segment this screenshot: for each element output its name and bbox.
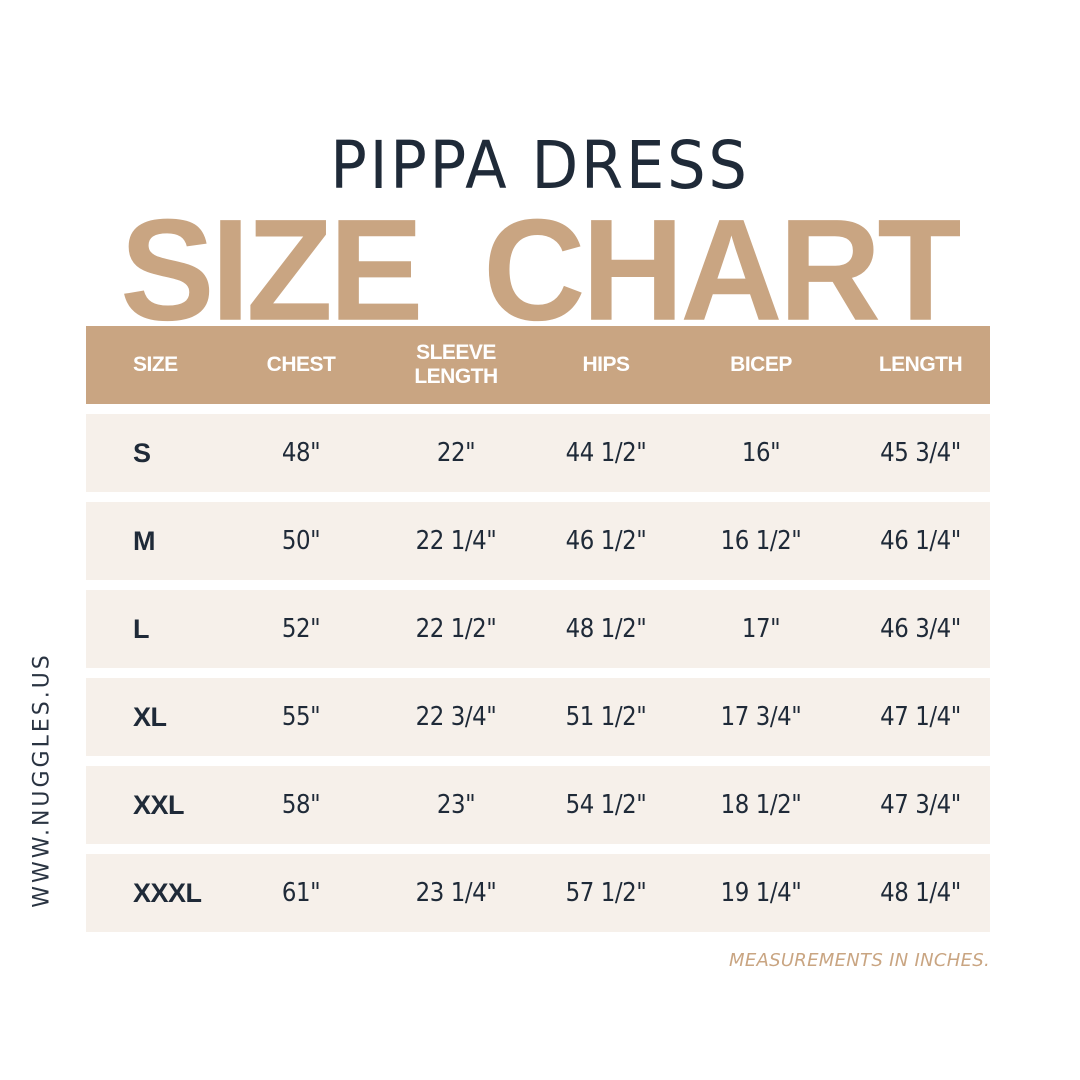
cell-sleeve-length: 22 1/4"	[415, 526, 497, 556]
table-row: S 48" 22" 44 1/2" 16" 45 3/4"	[86, 414, 990, 492]
cell-bicep: 18 1/2"	[720, 790, 802, 820]
header-bicep: BICEP	[730, 353, 792, 376]
cell-chest: 48"	[281, 438, 321, 468]
header-length: LENGTH	[878, 353, 963, 376]
cell-hips: 54 1/2"	[565, 790, 647, 820]
cell-chest: 52"	[281, 614, 321, 644]
header-chest: CHEST	[266, 353, 336, 376]
cell-sleeve-length: 22 1/2"	[415, 614, 497, 644]
product-title: PIPPA DRESS	[330, 127, 750, 204]
cell-chest: 50"	[281, 526, 321, 556]
cell-chest: 55"	[281, 702, 321, 732]
cell-hips: 51 1/2"	[565, 702, 647, 732]
cell-hips: 57 1/2"	[565, 878, 647, 908]
cell-sleeve-length: 23"	[436, 790, 476, 820]
table-row: XL 55" 22 3/4" 51 1/2" 17 3/4" 47 1/4"	[86, 678, 990, 756]
table-row: M 50" 22 1/4" 46 1/2" 16 1/2" 46 1/4"	[86, 502, 990, 580]
header-sleeve-length: SLEEVE LENGTH	[414, 341, 498, 388]
size-chart-heading: SIZE CHART	[120, 212, 960, 332]
cell-size: L	[133, 613, 150, 644]
cell-size: XL	[133, 701, 167, 732]
cell-size: XXL	[133, 789, 185, 820]
header-size: SIZE	[133, 353, 178, 376]
table-header: SIZE CHEST SLEEVE LENGTH HIPS BICEP LENG…	[86, 326, 990, 404]
table-row: L 52" 22 1/2" 48 1/2" 17" 46 3/4"	[86, 590, 990, 668]
cell-size: S	[133, 437, 151, 468]
cell-chest: 58"	[281, 790, 321, 820]
hero-word-chart: CHART	[483, 212, 960, 332]
cell-bicep: 16"	[741, 438, 781, 468]
cell-chest: 61"	[281, 878, 321, 908]
cell-length: 46 1/4"	[880, 526, 961, 556]
size-table-body: S 48" 22" 44 1/2" 16" 45 3/4" M 50" 22 1…	[86, 414, 990, 942]
website-url: WWW.NUGGLES.US	[29, 652, 55, 908]
cell-size: M	[133, 525, 156, 556]
table-row: XXL 58" 23" 54 1/2" 18 1/2" 47 3/4"	[86, 766, 990, 844]
cell-size: XXXL	[133, 877, 202, 908]
cell-sleeve-length: 22 3/4"	[415, 702, 497, 732]
cell-length: 48 1/4"	[880, 878, 961, 908]
header-hips: HIPS	[582, 353, 630, 376]
cell-hips: 46 1/2"	[565, 526, 647, 556]
cell-length: 45 3/4"	[880, 438, 961, 468]
table-row: XXXL 61" 23 1/4" 57 1/2" 19 1/4" 48 1/4"	[86, 854, 990, 932]
cell-sleeve-length: 23 1/4"	[415, 878, 497, 908]
cell-hips: 48 1/2"	[565, 614, 647, 644]
cell-length: 46 3/4"	[880, 614, 961, 644]
cell-bicep: 19 1/4"	[720, 878, 802, 908]
measurement-note: MEASUREMENTS IN INCHES.	[728, 950, 990, 971]
cell-bicep: 17 3/4"	[720, 702, 802, 732]
cell-sleeve-length: 22"	[436, 438, 476, 468]
cell-length: 47 1/4"	[880, 702, 961, 732]
hero-word-size: SIZE	[120, 212, 424, 332]
cell-hips: 44 1/2"	[565, 438, 647, 468]
cell-length: 47 3/4"	[880, 790, 961, 820]
cell-bicep: 16 1/2"	[720, 526, 802, 556]
cell-bicep: 17"	[741, 614, 781, 644]
